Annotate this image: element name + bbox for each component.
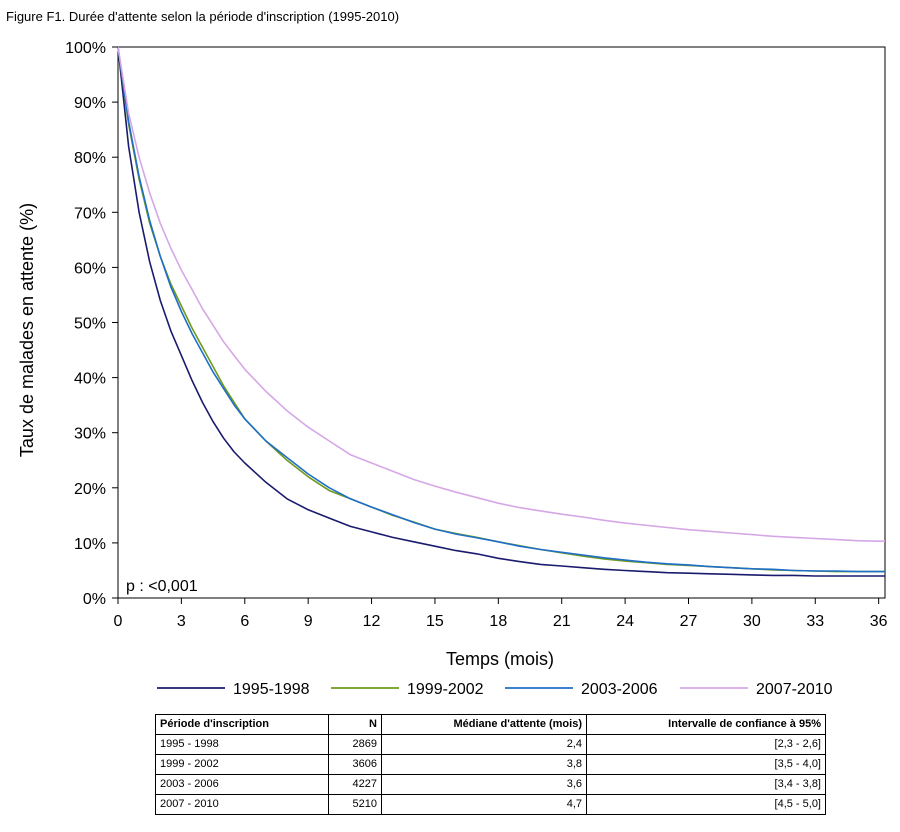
cell-n: 5210 [328,794,382,815]
y-tick-label: 70% [74,205,106,222]
header-n: N [328,714,382,735]
legend-label: 2007-2010 [756,681,833,698]
y-tick-label: 90% [74,95,106,112]
x-tick-label: 3 [177,613,186,630]
cell-ci: [4,5 - 5,0] [586,794,826,815]
y-tick-label: 30% [74,426,106,443]
plot-frame [117,46,886,599]
table-row: 1999 - 2002 3606 3,8 [3,5 - 4,0] [155,754,826,775]
x-tick-label: 0 [114,613,123,630]
p-value-annotation: p : <0,001 [126,578,198,595]
x-tick-label: 36 [870,613,888,630]
y-tick-label: 80% [74,150,106,167]
stats-table: Période d'inscription N Médiane d'attent… [155,714,826,815]
cell-period: 1999 - 2002 [155,754,329,775]
legend-label: 1999-2002 [407,681,484,698]
series-line-1999-2002 [117,46,885,573]
x-tick-label: 6 [240,613,249,630]
y-tick-label: 100% [65,40,106,57]
y-tick-label: 0% [83,591,106,608]
x-axis: 0 3 6 9 12 15 18 21 24 27 30 33 36 [114,598,888,630]
y-axis-title: Taux de malades en attente (%) [17,203,37,457]
cell-ci: [3,5 - 4,0] [586,754,826,775]
cell-period: 2003 - 2006 [155,774,329,795]
table-header-row: Période d'inscription N Médiane d'attent… [155,714,826,735]
series-line-1995-1998 [117,46,885,577]
cell-median: 3,8 [381,754,587,775]
x-tick-label: 21 [553,613,571,630]
cell-n: 3606 [328,754,382,775]
cell-period: 1995 - 1998 [155,734,329,755]
header-median: Médiane d'attente (mois) [381,714,587,735]
cell-median: 2,4 [381,734,587,755]
cell-ci: [3,4 - 3,8] [586,774,826,795]
header-period: Période d'inscription [155,714,329,735]
legend-label: 1995-1998 [233,681,310,698]
y-tick-label: 20% [74,481,106,498]
cell-period: 2007 - 2010 [155,794,329,815]
y-tick-label: 40% [74,371,106,388]
x-tick-label: 33 [806,613,824,630]
figure-title: Figure F1. Durée d'attente selon la péri… [6,9,400,24]
y-tick-label: 10% [74,536,106,553]
cell-n: 4227 [328,774,382,795]
x-tick-label: 30 [743,613,761,630]
curves-group [117,46,885,577]
x-tick-label: 27 [680,613,698,630]
y-axis: 0% 10% 20% 30% 40% 50% 60% 70% 80% 90% 100% [65,40,118,608]
table-row: 1995 - 1998 2869 2,4 [2,3 - 2,6] [155,734,826,755]
x-tick-label: 24 [616,613,634,630]
x-tick-label: 9 [304,613,313,630]
table-row: 2003 - 2006 4227 3,6 [3,4 - 3,8] [155,774,826,795]
cell-median: 3,6 [381,774,587,795]
survival-chart: 0%10%20%30%40%50%60%70%80%90%100% 0 3 6 9 12… [17,40,888,698]
x-axis-title: Temps (mois) [446,649,554,669]
series-line-2007-2010 [117,46,885,543]
y-tick-label: 60% [74,260,106,277]
x-tick-label: 18 [489,613,507,630]
y-tick-label: 50% [74,316,106,333]
legend: 1995-1998 1999-2002 2003-2006 2007-2010 [157,681,833,698]
x-tick-label: 15 [426,613,444,630]
header-ci: Intervalle de confiance à 95% [586,714,826,735]
cell-median: 4,7 [381,794,587,815]
cell-n: 2869 [328,734,382,755]
series-line-2003-2006 [117,46,885,573]
x-tick-label: 12 [363,613,381,630]
table-row: 2007 - 2010 5210 4,7 [4,5 - 5,0] [155,794,826,815]
legend-label: 2003-2006 [581,681,658,698]
cell-ci: [2,3 - 2,6] [586,734,826,755]
